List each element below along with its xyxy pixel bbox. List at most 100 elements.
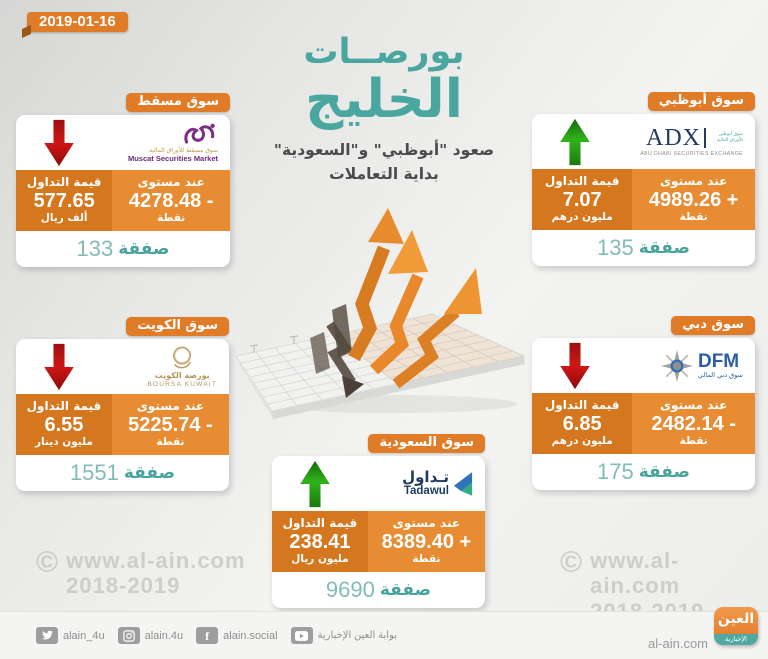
dfm-logo-ar: سوق دبي المالي [697, 370, 743, 379]
deals-label: صفقة [379, 580, 432, 600]
up-arrow-icon [558, 118, 592, 166]
page-title-line1: بورصــات [303, 32, 465, 72]
tadawul-logo-en: Tadawul [403, 484, 449, 497]
deals-label: صفقة [123, 463, 176, 483]
adx-logo-ar: سوق أبوظبي للأوراق المالية [716, 131, 743, 143]
deals-count: 9690 [325, 577, 375, 602]
tadawul-logo-ar: تـداول [402, 467, 449, 486]
market-card-dubai: سوق دبي DFM سوق دبي المالي [532, 316, 755, 490]
dfm-logo-glyph [660, 349, 693, 382]
trade-value-label: قيمة التداول [26, 175, 102, 190]
copyright-symbol: © [36, 546, 59, 579]
facebook-icon: f [196, 627, 219, 644]
adx-logo-abbr: ADX [646, 124, 701, 151]
deals-label: صفقة [638, 462, 690, 482]
copyright-symbol: © [560, 546, 583, 579]
site-url: al-ain.com [648, 636, 708, 651]
social-item-twitter: alain_4u [36, 627, 105, 644]
boursa-kuwait-logo-glyph [173, 346, 192, 369]
trade-unit: ألف ريال [40, 212, 88, 225]
level-label: عند مستوى [136, 399, 205, 414]
market-badge: سوق مسقط [126, 93, 230, 112]
market-badge: سوق السعودية [368, 434, 485, 453]
instagram-icon [117, 627, 140, 644]
title-block: بورصــات الخليج صعود "أبوظبي" و"السعودية… [244, 34, 524, 186]
trade-value-label: قيمة التداول [544, 398, 620, 413]
social-item-youtube: بوابة العين الإخبارية [290, 627, 397, 644]
msm-logo-en: Muscat Securities Market [127, 153, 218, 163]
trade-value-label: قيمة التداول [282, 516, 358, 531]
alain-logo-tagline: الإخبارية [714, 634, 758, 645]
deals-count: 135 [597, 235, 634, 260]
date-badge: 2019-01-16 [27, 12, 128, 32]
index-level: 4278.48 - [128, 190, 214, 213]
market-card-kuwait: سوق الكويت بورصة الكويت BOURSA KUWAIT [16, 317, 229, 491]
adx-logo-en: ABU DHABI SECURITIES EXCHANGE [640, 150, 743, 157]
footer-bar: alain_4u alain.4u f alain.social بوابة ا… [0, 607, 768, 659]
level-label: عند مستوى [392, 516, 461, 531]
trade-value-label: قيمة التداول [26, 399, 102, 414]
msm-logo-glyph [184, 123, 215, 144]
trade-value-label: قيمة التداول [544, 174, 620, 189]
down-arrow-icon [42, 343, 76, 391]
tadawul-logo-glyph [453, 472, 473, 497]
points-label: نقطة [679, 435, 708, 448]
trade-unit: مليون درهم [551, 435, 613, 448]
watermark-site: www.al-ain.com [66, 548, 246, 573]
market-badge: سوق الكويت [126, 317, 229, 336]
adx-logo-divider [704, 127, 706, 148]
index-level: 2482.14 - [651, 413, 736, 436]
trade-unit: مليون درهم [551, 211, 613, 224]
alain-logo: العين الإخبارية [714, 607, 758, 645]
deals-label: صفقة [638, 238, 690, 258]
social-item-facebook: f alain.social [196, 627, 278, 644]
index-level: 5225.74 - [128, 414, 213, 437]
level-label: عند مستوى [660, 174, 728, 189]
market-card-saudi: سوق السعودية تـداول Tadawul [272, 434, 485, 608]
watermark-years: 2018-2019 [66, 573, 181, 599]
rising-arrows-illustration [235, 208, 526, 419]
deals-label: صفقة [118, 239, 170, 259]
youtube-handle: بوابة العين الإخبارية [317, 630, 397, 641]
points-label: نقطة [156, 436, 185, 449]
boursa-kuwait-logo-ar: بورصة الكويت [154, 371, 210, 381]
level-label: عند مستوى [137, 175, 205, 190]
trade-unit: مليون ريال [291, 553, 349, 566]
boursa-kuwait-logo-en: BOURSA KUWAIT [147, 380, 217, 388]
trade-value: 6.85 [562, 413, 602, 436]
dfm-logo: DFM سوق دبي المالي [660, 349, 743, 382]
subtitle-line2: بداية التعاملات [329, 164, 439, 183]
trade-value: 577.65 [33, 190, 95, 213]
market-card-abudhabi: سوق أبوظبي ADX سوق أبوظبي للأوراق المالي… [532, 92, 755, 266]
boursa-kuwait-logo: بورصة الكويت BOURSA KUWAIT [147, 345, 217, 388]
level-label: عند مستوى [660, 398, 728, 413]
index-level: 4989.26 + [648, 189, 739, 212]
index-level: 8389.40 + [381, 531, 472, 554]
youtube-icon [290, 627, 313, 644]
up-arrow-icon [298, 460, 332, 508]
trade-value: 238.41 [289, 531, 351, 554]
social-row: alain_4u alain.4u f alain.social بوابة ا… [36, 627, 397, 644]
points-label: نقطة [157, 212, 186, 225]
tadawul-logo: تـداول Tadawul [402, 467, 473, 498]
trade-value: 7.07 [562, 189, 602, 212]
watermark-site: www.al-ain.com [590, 548, 681, 599]
instagram-handle: alain.4u [144, 629, 184, 642]
deals-count: 1551 [69, 460, 119, 485]
market-card-muscat: سوق مسقط سوق مسقط للأوراق المالية Muscat… [16, 93, 230, 267]
market-badge: سوق دبي [671, 316, 755, 335]
facebook-handle: alain.social [223, 629, 278, 642]
points-label: نقطة [679, 211, 708, 224]
twitter-icon [36, 627, 58, 644]
msm-logo-ar: سوق مسقط للأوراق المالية [149, 147, 218, 155]
down-arrow-icon [558, 342, 592, 390]
trade-unit: مليون دينار [34, 436, 93, 449]
page-title-line2: الخليج [305, 68, 463, 130]
watermark-left: © www.al-ain.com 2018-2019 [36, 548, 246, 599]
alain-logo-name: العين [717, 611, 755, 627]
msm-logo: سوق مسقط للأوراق المالية Muscat Securiti… [128, 122, 218, 163]
trade-value: 6.55 [44, 414, 84, 437]
market-badge: سوق أبوظبي [647, 92, 755, 111]
subtitle: صعود "أبوظبي" و"السعودية" بداية التعاملا… [244, 138, 524, 186]
